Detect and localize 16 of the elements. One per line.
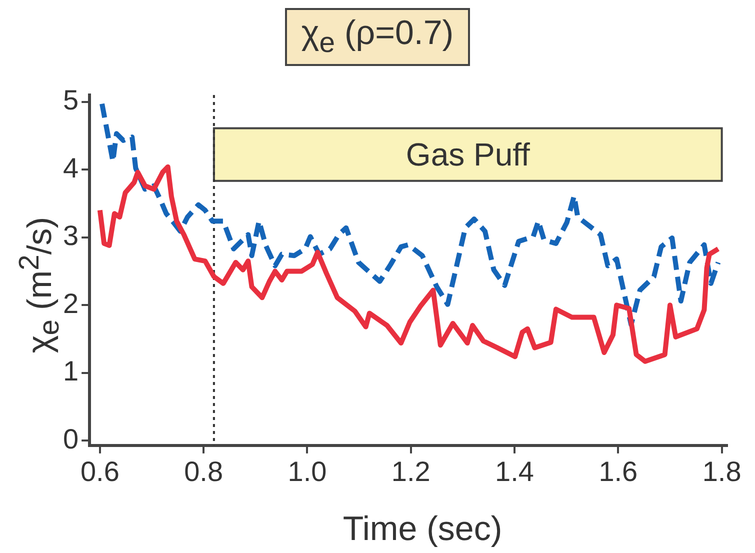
x-tick-label: 1.2: [391, 456, 430, 487]
x-tick-label: 0.6: [80, 456, 120, 487]
y-tick-label: 0: [62, 423, 79, 454]
y-tick-label: 4: [62, 152, 79, 184]
x-axis-title: Time (sec): [342, 510, 504, 549]
x-tick-label: 1.8: [702, 456, 742, 487]
x-tick-label: 1.0: [288, 456, 327, 487]
y-tick-label: 3: [62, 220, 79, 252]
y-tick-label: 5: [62, 84, 79, 116]
x-tick-label: 0.8: [184, 456, 224, 487]
y-tick-label: 2: [62, 288, 79, 319]
x-tick-label: 1.4: [495, 456, 534, 487]
x-tick-label: 1.6: [598, 456, 638, 487]
y-tick-label: 1: [62, 356, 79, 387]
band-label: Gas Puff: [406, 136, 530, 172]
chart-title: χ$_{e}$ (ρ=0.7): [285, 8, 470, 66]
